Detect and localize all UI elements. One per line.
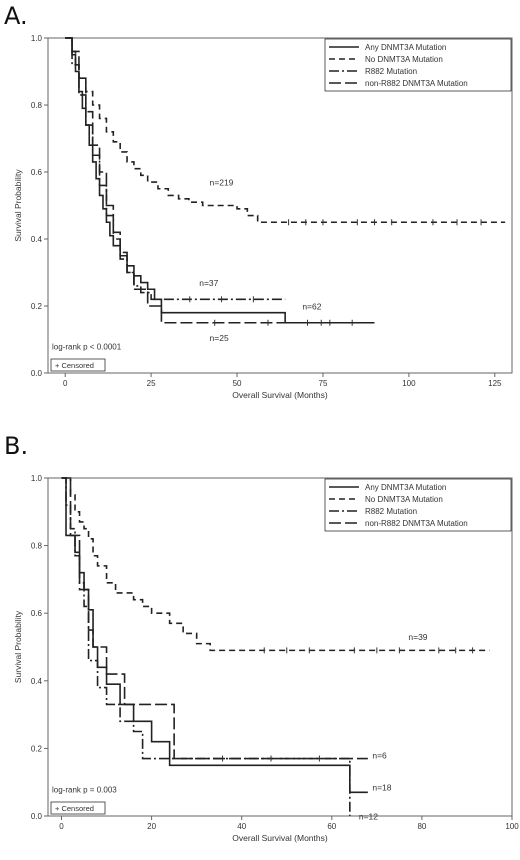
chart-a-legend-label: non-R882 DNMT3A Mutation [365, 79, 468, 88]
chart-b-x-tick-label: 40 [237, 822, 246, 831]
chart-a-x-axis-label: Overall Survival (Months) [232, 390, 328, 400]
chart-a-x-tick-label: 125 [488, 379, 502, 388]
chart-b-n-annotation: n=18 [372, 783, 391, 793]
chart-b-legend-label: non-R882 DNMT3A Mutation [365, 519, 468, 528]
chart-a-series-2-line [65, 37, 286, 301]
chart-a-y-tick-label: 1.0 [31, 34, 43, 43]
chart-a-x-tick-label: 25 [147, 379, 156, 388]
chart-a-x-tick-label: 100 [402, 379, 416, 388]
chart-b-series-0-line [61, 477, 368, 794]
chart-b-y-tick-label: 1.0 [31, 474, 43, 483]
chart-a-x-tick-label: 0 [63, 379, 68, 388]
chart-b-y-tick-label: 0.2 [31, 744, 43, 753]
chart-a-censored-legend-label: + Censored [55, 361, 94, 370]
chart-b-n-annotation: n=12 [359, 811, 378, 821]
chart-a-legend-label: Any DNMT3A Mutation [365, 43, 446, 52]
chart-b-x-tick-label: 0 [59, 822, 64, 831]
chart-a-pvalue-text: log-rank p < 0.0001 [52, 343, 122, 352]
chart-b-n-annotation: n=39 [408, 632, 427, 642]
chart-b-x-tick-label: 80 [417, 822, 426, 831]
chart-a-y-tick-label: 0.4 [31, 235, 43, 244]
chart-b-censored-legend-box [50, 801, 106, 815]
chart-b-y-tick-label: 0.0 [31, 812, 43, 821]
chart-b-series-1-line [61, 477, 490, 652]
chart-a-y-tick-label: 0.0 [31, 369, 43, 378]
chart-a-x-tick-label: 50 [233, 379, 242, 388]
chart-b-y-axis-label: Survival Probability [13, 610, 23, 683]
chart-b-x-tick-label: 100 [505, 822, 519, 831]
chart-b-y-tick-label: 0.8 [31, 542, 43, 551]
chart-b-series-3-line [61, 477, 368, 760]
chart-b-plot-frame [47, 477, 513, 817]
chart-a-y-tick-label: 0.2 [31, 302, 43, 311]
chart-a-censored-legend-box [50, 358, 106, 372]
chart-a-n-annotation: n=25 [210, 333, 229, 343]
panel-b-label: B. [4, 432, 29, 460]
chart-a-legend-label: R882 Mutation [365, 67, 417, 76]
chart-b-x-tick-label: 20 [147, 822, 156, 831]
chart-b-y-tick-label: 0.4 [31, 677, 43, 686]
chart-b-y-tick-label: 0.6 [31, 609, 43, 618]
chart-a-y-tick-label: 0.8 [31, 101, 43, 110]
chart-a-legend-label: No DNMT3A Mutation [365, 55, 443, 64]
survival-chart-a: 0.0 0.2 0.4 0.6 0.8 1.0 0 25 50 75 100 125 Overall S… [13, 34, 513, 400]
chart-b-x-axis-label: Overall Survival (Months) [232, 833, 328, 843]
chart-b-n-annotation: n=6 [372, 751, 387, 761]
chart-a-x-tick-label: 75 [319, 379, 328, 388]
chart-a-plot-frame [47, 37, 513, 374]
chart-a-series-3-line [65, 37, 375, 324]
chart-a-y-tick-label: 0.6 [31, 168, 43, 177]
chart-b-censored-legend-label: + Censored [55, 804, 94, 813]
panel-a-label: A. [4, 2, 28, 30]
chart-a-n-annotation: n=219 [210, 177, 234, 187]
chart-b-x-tick-label: 60 [327, 822, 336, 831]
survival-chart-b: 0.0 0.2 0.4 0.6 0.8 1.0 0 20 40 60 80 100 Overall Su… [13, 474, 519, 843]
chart-b-legend-label: R882 Mutation [365, 507, 417, 516]
chart-a-y-axis-label: Survival Probability [13, 169, 23, 242]
chart-b-legend-label: No DNMT3A Mutation [365, 495, 443, 504]
chart-b-legend-label: Any DNMT3A Mutation [365, 483, 446, 492]
chart-a-n-annotation: n=37 [199, 278, 218, 288]
chart-a-n-annotation: n=62 [302, 301, 321, 311]
chart-b-pvalue-text: log-rank p = 0.003 [52, 785, 117, 794]
